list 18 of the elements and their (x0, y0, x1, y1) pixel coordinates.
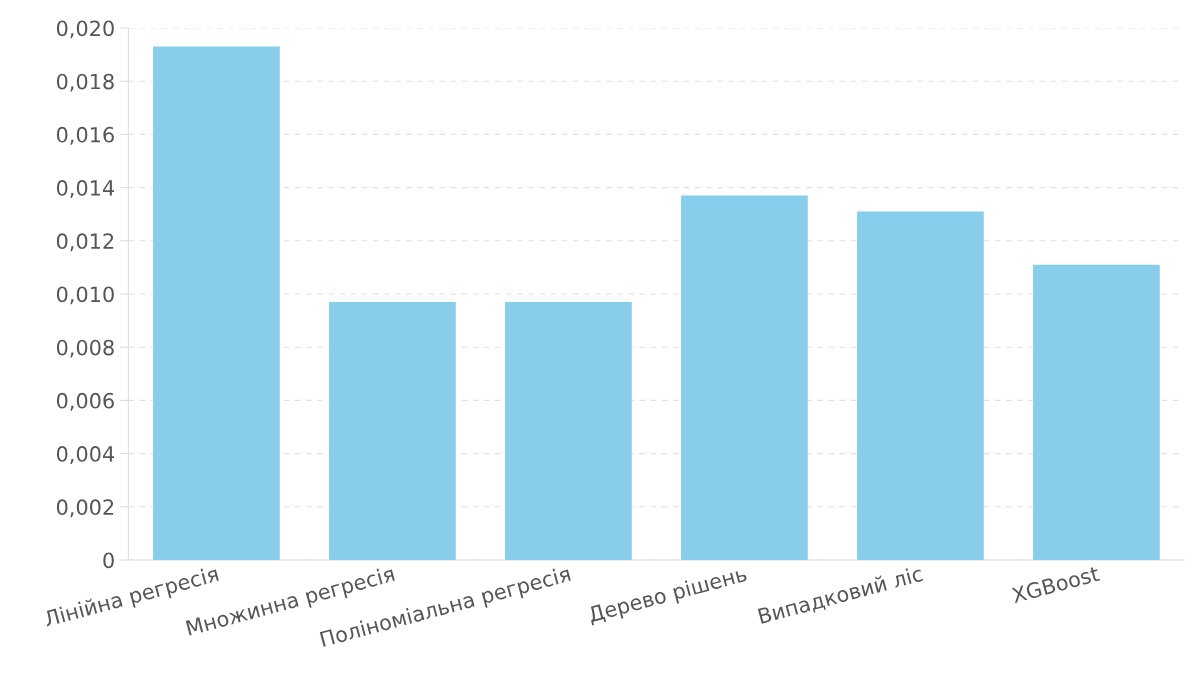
y-tick-label: 0,008 (56, 339, 114, 358)
y-tick-label: 0,014 (56, 180, 115, 198)
y-tick-label: 0,004 (56, 446, 115, 464)
y-tick-label: 0,016 (56, 126, 114, 145)
y-tick-label: 0,020 (56, 20, 114, 39)
bar (857, 211, 984, 560)
bar (153, 46, 280, 560)
bar (1033, 264, 1160, 560)
y-tick-label: 0,010 (56, 286, 114, 305)
y-tick-label: 0,006 (56, 392, 114, 411)
y-tick-label: 0,018 (56, 73, 114, 92)
y-tick-label: 0,012 (56, 233, 114, 252)
bar (681, 195, 808, 560)
bar (505, 301, 632, 560)
y-tick-label: 0,002 (56, 499, 114, 518)
y-tick-label: 0 (103, 552, 114, 569)
x-tick-label: Дерево рішень (587, 565, 749, 627)
bar (329, 301, 456, 560)
